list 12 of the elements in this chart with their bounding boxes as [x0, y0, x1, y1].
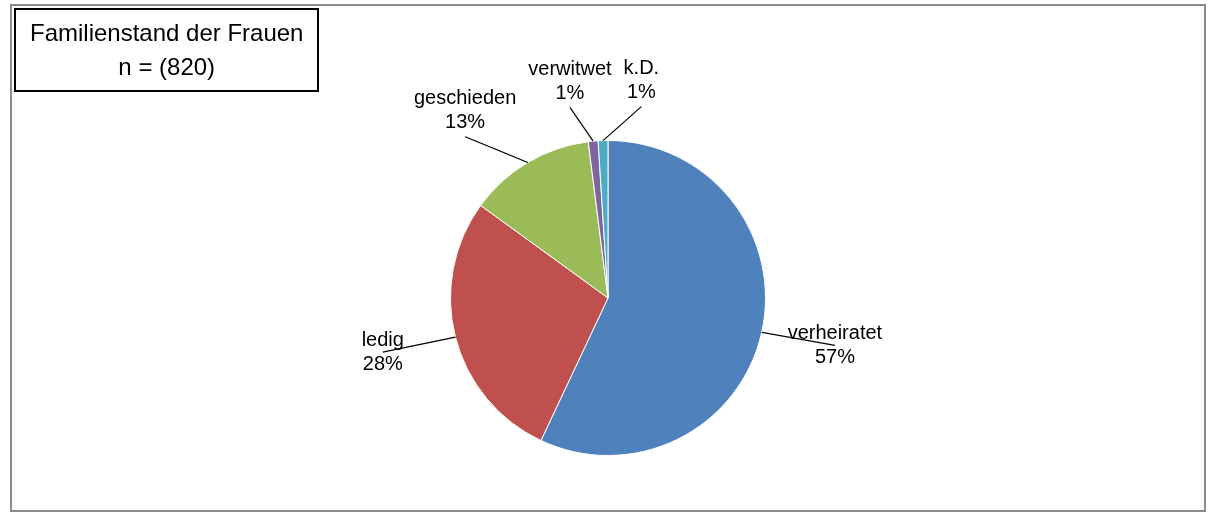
slice-label: verheiratet: [787, 320, 883, 343]
slice-label: k.D.: [623, 56, 660, 79]
data-label: 1%: [555, 80, 585, 103]
data-label: 57%: [814, 344, 856, 367]
slice-label: geschieden: [413, 86, 517, 109]
data-label: 28%: [362, 351, 404, 374]
slice-label: verwitwet: [528, 56, 613, 79]
data-label: 1%: [626, 80, 657, 103]
text: n = (820): [117, 52, 217, 82]
slice-label: ledig: [361, 327, 404, 350]
text: Familienstand der Frauen: [30, 18, 304, 48]
data-label: 13%: [445, 110, 486, 133]
